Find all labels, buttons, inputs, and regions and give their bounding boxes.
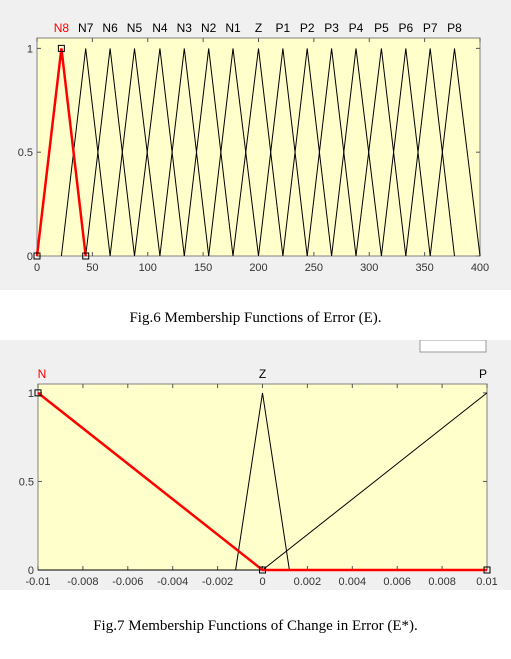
membership-curve-n8[interactable] <box>35 48 87 257</box>
mf-label-p1: P1 <box>276 21 291 35</box>
membership-curve-z[interactable] <box>232 48 284 257</box>
y-tick-label: 0.5 <box>19 476 34 488</box>
x-tick-label: 50 <box>86 262 98 274</box>
vertex-marker[interactable] <box>259 566 266 574</box>
membership-curve-n5[interactable] <box>109 48 161 257</box>
vertex-marker[interactable] <box>483 566 491 574</box>
x-tick-label: 0.004 <box>339 576 367 588</box>
chart-error-membership: 0 50 100 150 200 250 300 350 400 0 0.5 1 N7 N6 N5 N4 N3… <box>0 0 511 290</box>
x-tick-label: 250 <box>305 262 323 274</box>
x-tick-label: 0.008 <box>428 576 456 588</box>
mf-label-n: N <box>38 367 47 381</box>
membership-curves <box>33 44 481 260</box>
y-tick-label: 1 <box>28 388 34 400</box>
mf-label-z: Z <box>259 367 266 381</box>
mf-label-n8: N8 <box>54 21 70 35</box>
x-tick-label: 0.006 <box>383 576 411 588</box>
mf-label-p2: P2 <box>300 21 315 35</box>
x-tick-label: 0 <box>259 576 265 588</box>
x-tick-label: 100 <box>139 262 157 274</box>
membership-curve-z[interactable] <box>235 392 290 571</box>
x-tick-label: 300 <box>360 262 378 274</box>
membership-curve-p2[interactable] <box>282 48 333 257</box>
membership-curve-p3[interactable] <box>306 48 357 257</box>
mf-label-p: P <box>479 367 487 381</box>
mf-label-p3: P3 <box>324 21 339 35</box>
x-tick-label: -0.01 <box>25 576 50 588</box>
vertex-marker[interactable] <box>33 252 41 260</box>
mf-label-z: Z <box>255 21 262 35</box>
mf-label-p8: P8 <box>447 21 462 35</box>
axis-ticks: 0 50 100 150 200 250 300 350 400 0 0.5 1 <box>18 38 489 274</box>
x-tick-label: -0.008 <box>67 576 98 588</box>
mf-label-n7: N7 <box>78 21 94 35</box>
membership-curves <box>34 389 491 574</box>
y-tick-label: 0 <box>28 565 34 577</box>
x-tick-label: -0.002 <box>202 576 233 588</box>
x-tick-label: 0.002 <box>294 576 322 588</box>
membership-curve-n7[interactable] <box>60 48 111 257</box>
mf-label-p6: P6 <box>398 21 413 35</box>
mf-label-n6: N6 <box>102 21 118 35</box>
membership-curve-n6[interactable] <box>85 48 135 257</box>
membership-curve-p4[interactable] <box>331 48 382 257</box>
x-tick-label: 200 <box>249 262 267 274</box>
membership-curve-p7[interactable] <box>405 48 455 257</box>
membership-curve-n2[interactable] <box>183 48 234 257</box>
membership-curve-p8[interactable] <box>429 48 481 257</box>
membership-curve-n3[interactable] <box>159 48 210 257</box>
membership-curve-p5[interactable] <box>355 48 407 257</box>
x-tick-label: 400 <box>471 262 489 274</box>
plot-area[interactable] <box>36 37 481 257</box>
x-tick-label: -0.006 <box>112 576 143 588</box>
settings-button[interactable] <box>419 340 487 353</box>
mf-label-n4: N4 <box>152 21 168 35</box>
y-tick-label: 0.5 <box>18 147 33 159</box>
y-tick-label: 0 <box>27 251 33 263</box>
y-tick-label: 1 <box>27 43 33 55</box>
membership-labels: Z PN <box>38 367 487 381</box>
vertex-marker[interactable] <box>57 44 65 52</box>
x-tick-label: -0.004 <box>157 576 188 588</box>
axis-ticks: -0.01 -0.008 -0.006 -0.004 -0.002 0 0.002 0.004… <box>19 384 498 588</box>
chart-change-in-error-membership: -0.01 -0.008 -0.006 -0.004 -0.002 0 0.002 0.004… <box>0 340 511 590</box>
plot-area[interactable] <box>37 383 488 571</box>
mf-label-p5: P5 <box>374 21 389 35</box>
membership-labels: N7 N6 N5 N4 N3 N2 N1 Z P1 P2 P3 P4 P5 P6 P7 P8 N8 <box>54 21 462 35</box>
membership-curve-n[interactable] <box>37 391 487 572</box>
x-tick-label: 150 <box>194 262 212 274</box>
mf-label-n1: N1 <box>225 21 241 35</box>
mf-label-n2: N2 <box>201 21 217 35</box>
x-tick-label: 350 <box>415 262 433 274</box>
mf-label-n5: N5 <box>127 21 143 35</box>
x-tick-label: 0 <box>34 262 40 274</box>
mf-label-p4: P4 <box>349 21 364 35</box>
membership-curve-n4[interactable] <box>134 48 185 257</box>
membership-curve-p6[interactable] <box>380 48 431 257</box>
figure-caption: Fig.6 Membership Functions of Error (E). <box>129 310 382 326</box>
vertex-marker[interactable] <box>82 252 90 260</box>
figure-caption: Fig.7 Membership Functions of Change in … <box>93 618 418 634</box>
mf-label-n3: N3 <box>177 21 193 35</box>
mf-label-p7: P7 <box>423 21 438 35</box>
membership-curve-p1[interactable] <box>258 48 308 257</box>
x-tick-label: 0.01 <box>476 576 497 588</box>
vertex-marker[interactable] <box>34 389 42 397</box>
membership-curve-n1[interactable] <box>208 48 259 257</box>
